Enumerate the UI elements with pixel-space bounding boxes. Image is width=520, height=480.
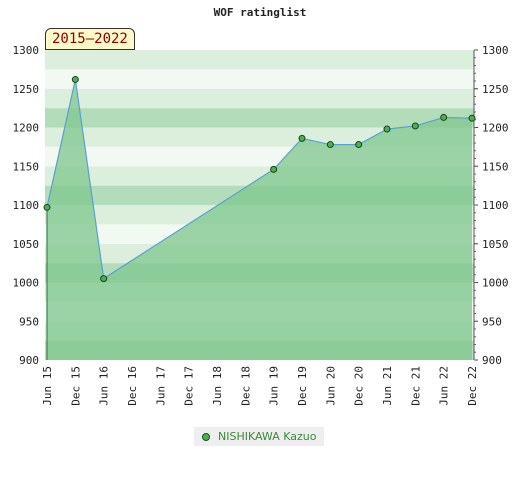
- x-tick-label: Dec 15: [69, 366, 82, 406]
- y-tick-label-right: 1100: [482, 199, 509, 212]
- legend-label: NISHIKAWA Kazuo: [218, 430, 317, 443]
- y-axis-right: 900 950 1000 1050 1100 1150 1200 1250 1300: [473, 44, 509, 367]
- x-tick-label: Jun 15: [41, 366, 54, 406]
- x-tick-label: Dec 18: [239, 366, 252, 406]
- data-point: [71, 75, 79, 83]
- year-range-badge: 2015–2022: [45, 28, 135, 50]
- y-tick-label-right: 1150: [482, 160, 509, 173]
- x-tick-label: Dec 21: [409, 366, 422, 406]
- y-tick-label-left: 1150: [13, 160, 40, 173]
- grid-band: [45, 69, 474, 89]
- x-tick-label: Dec 20: [353, 366, 366, 406]
- grid-band: [45, 108, 474, 128]
- chart-title: WOF ratinglist: [213, 6, 307, 19]
- y-tick-label-left: 900: [19, 354, 39, 367]
- x-tick-label: Jun 22: [438, 366, 451, 406]
- x-tick-label: Dec 17: [183, 366, 196, 406]
- data-point: [355, 141, 363, 149]
- x-tick-label: Dec 22: [466, 366, 479, 406]
- x-tick-label: Jun 18: [211, 366, 224, 406]
- data-point: [468, 114, 476, 122]
- data-point: [326, 141, 334, 149]
- y-tick-label-left: 950: [19, 315, 39, 328]
- area-fill: [47, 79, 472, 360]
- y-tick-label-right: 1300: [482, 44, 509, 57]
- x-tick-label: Jun 17: [154, 366, 167, 406]
- data-point: [298, 134, 306, 142]
- x-tick-label: Jun 21: [381, 366, 394, 406]
- grid-band: [45, 50, 474, 70]
- x-tick-label: Dec 16: [126, 366, 139, 406]
- x-tick-label: Jun 19: [268, 366, 281, 406]
- x-tick-label: Jun 16: [98, 366, 111, 406]
- y-tick-label-right: 1050: [482, 238, 509, 251]
- x-tick-label: Dec 19: [296, 366, 309, 406]
- y-tick-label-right: 1000: [482, 277, 509, 290]
- y-tick-label-left: 1100: [13, 199, 40, 212]
- y-tick-label-right: 900: [482, 354, 502, 367]
- data-point: [43, 203, 51, 211]
- data-points: [43, 75, 476, 283]
- y-axis-left: 900 950 1000 1050 1100 1150 1200 1250 1300: [13, 44, 40, 367]
- data-point: [411, 122, 419, 130]
- grid-band: [45, 88, 474, 109]
- x-axis: Jun 15 Dec 15 Jun 16 Dec 16 Jun 17 Dec 17 Jun …: [41, 366, 479, 406]
- y-tick-label-left: 1000: [13, 277, 40, 290]
- data-point: [270, 165, 278, 173]
- y-tick-label-left: 1200: [13, 122, 40, 135]
- legend: NISHIKAWA Kazuo: [194, 427, 325, 446]
- y-tick-label-right: 1200: [482, 122, 509, 135]
- data-point: [383, 125, 391, 133]
- data-point: [100, 275, 108, 283]
- y-tick-label-right: 950: [482, 315, 502, 328]
- x-tick-label: Jun 20: [324, 366, 337, 406]
- y-tick-label-left: 1300: [13, 44, 40, 57]
- y-tick-label-left: 1050: [13, 238, 40, 251]
- y-tick-label-left: 1250: [13, 83, 40, 96]
- legend-marker-icon: [202, 432, 210, 441]
- y-tick-label-right: 1250: [482, 83, 509, 96]
- data-point: [440, 113, 448, 121]
